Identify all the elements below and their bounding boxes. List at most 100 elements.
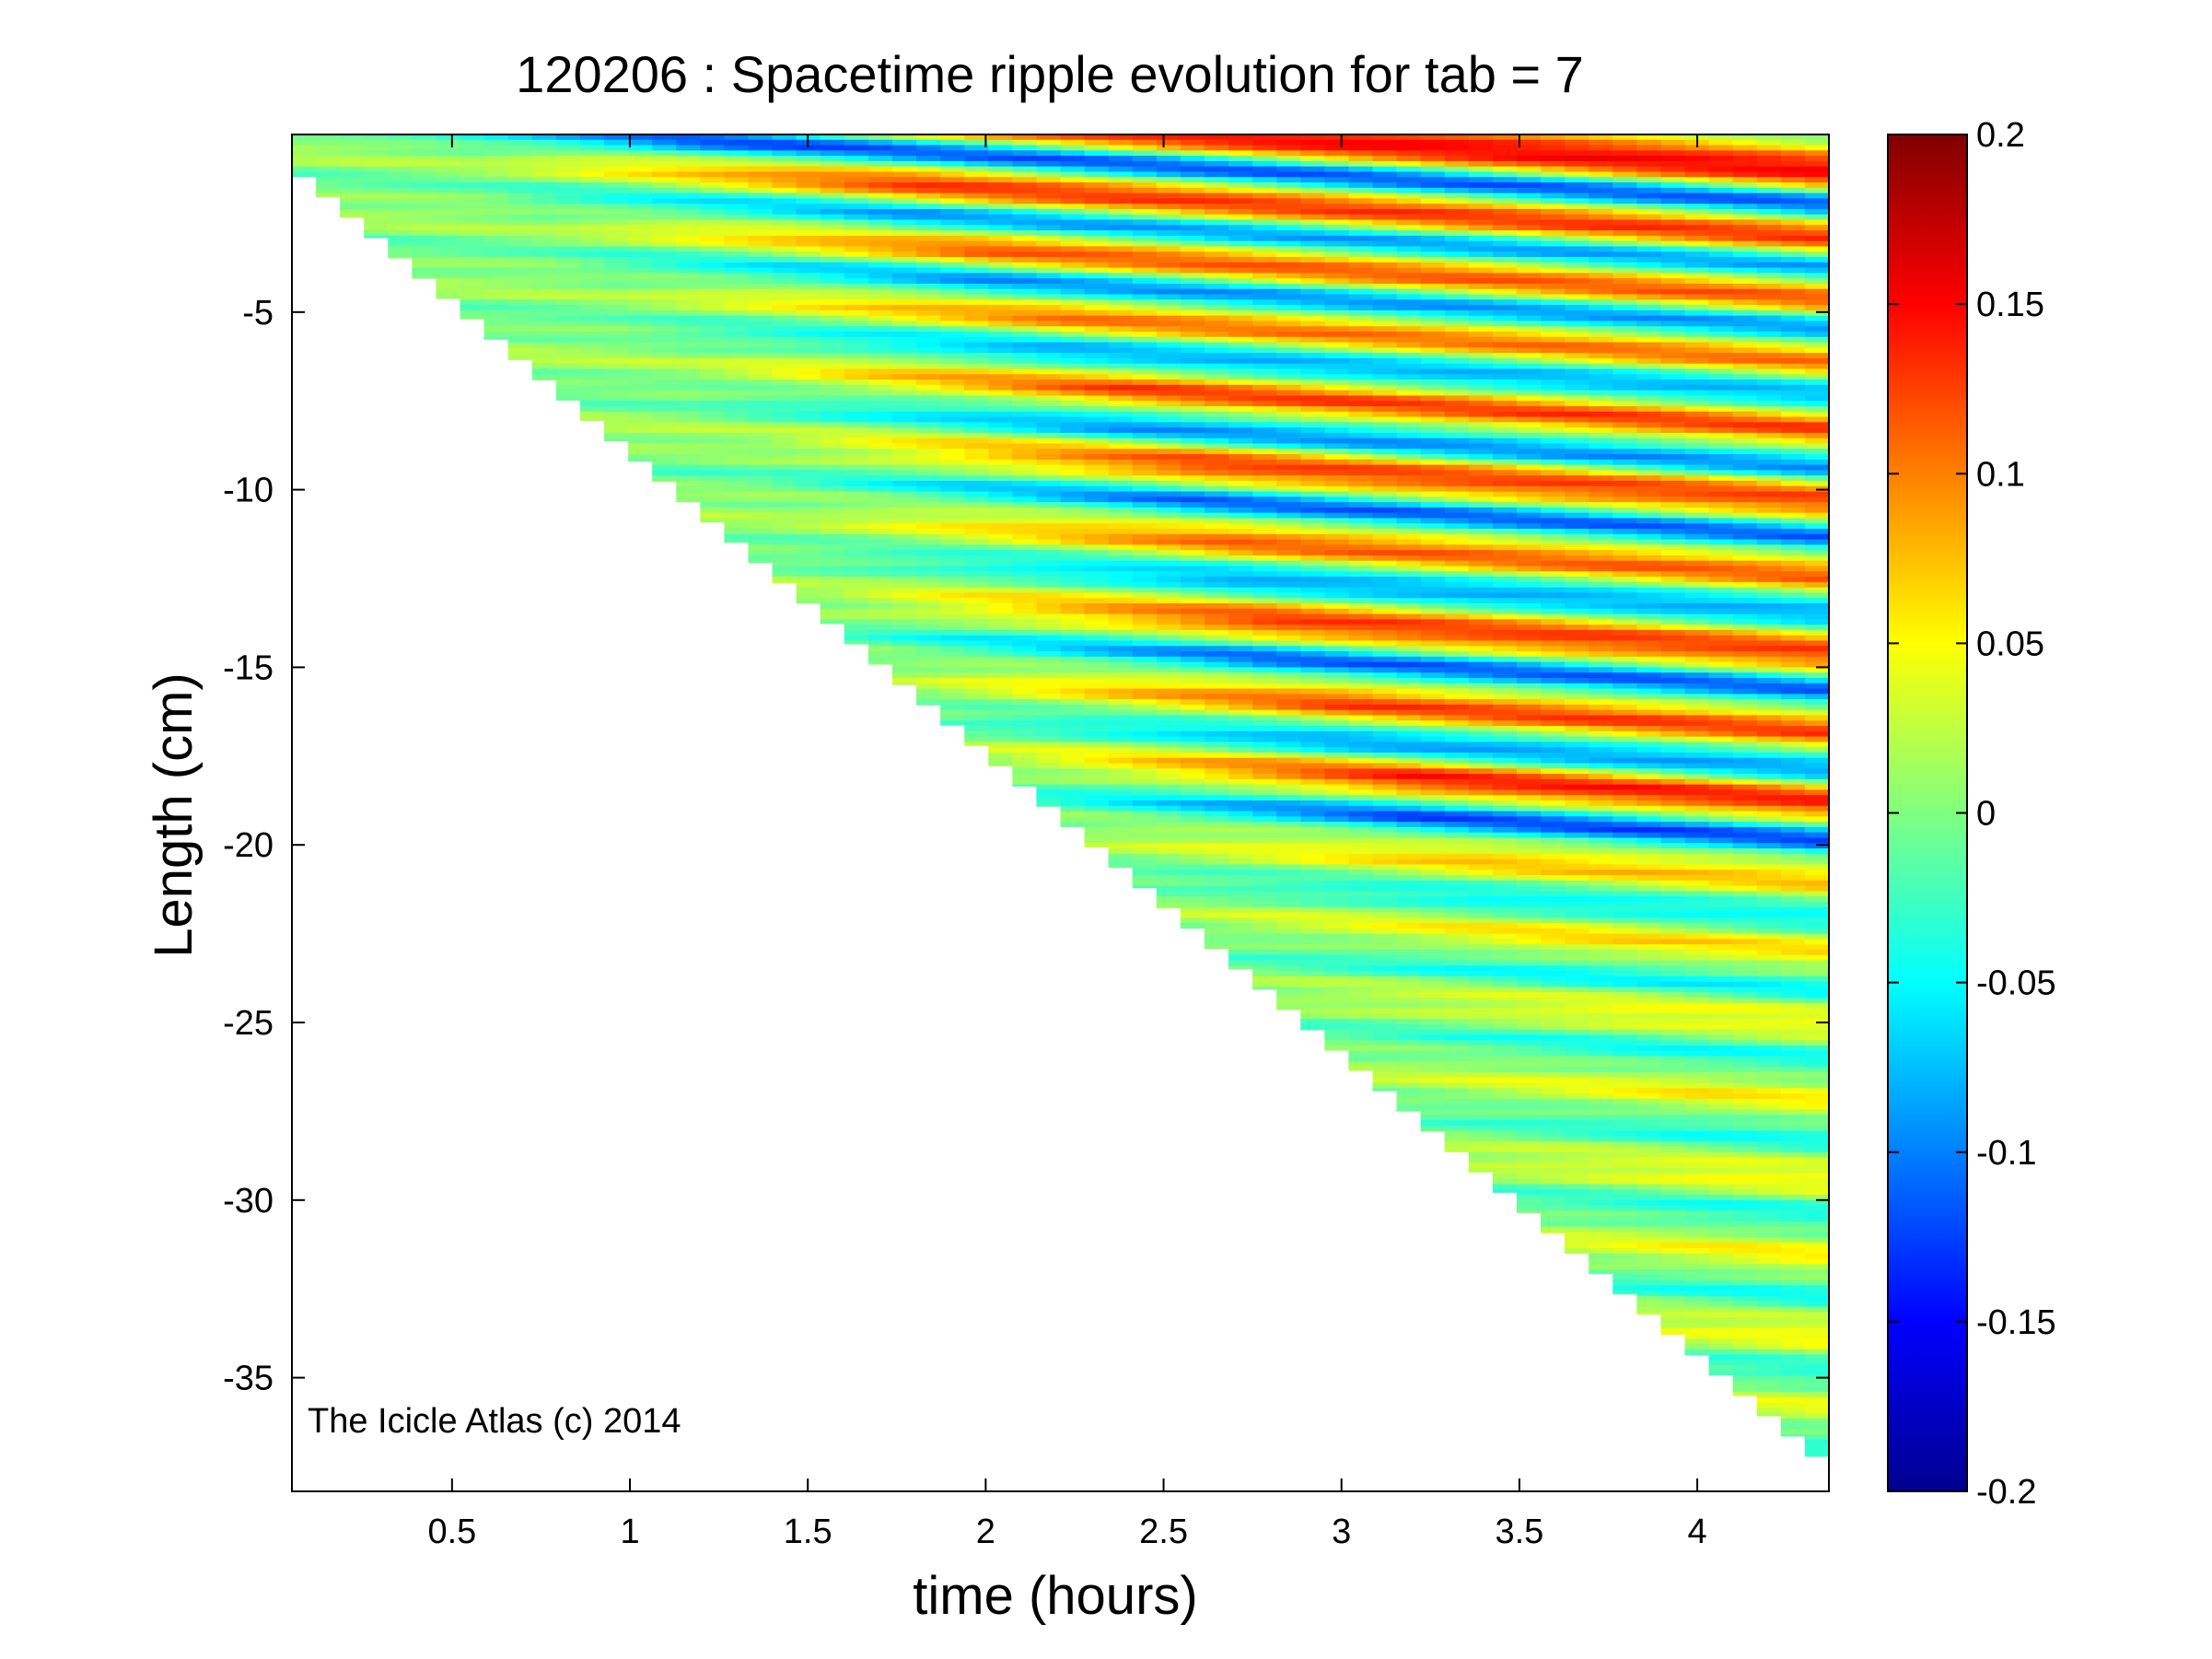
- heatmap-cell: [1060, 305, 1086, 311]
- heatmap-cell: [1252, 874, 1277, 882]
- heatmap-cell: [1108, 384, 1134, 391]
- heatmap-cell: [724, 230, 750, 237]
- heatmap-cell: [1300, 592, 1325, 599]
- heatmap-cell: [1420, 853, 1446, 860]
- heatmap-cell: [1396, 640, 1422, 647]
- heatmap-cell: [1300, 981, 1325, 988]
- heatmap-cell: [1036, 411, 1062, 418]
- heatmap-cell: [1276, 998, 1301, 1004]
- heatmap-cell: [1324, 778, 1350, 786]
- heatmap-cell: [1372, 342, 1398, 348]
- heatmap-cell: [1420, 608, 1446, 615]
- heatmap-cell: [531, 156, 557, 162]
- heatmap-cell: [1036, 566, 1062, 572]
- heatmap-cell: [1372, 736, 1398, 742]
- heatmap-cell: [1396, 651, 1422, 658]
- heatmap-cell: [867, 315, 893, 322]
- heatmap-cell: [1444, 443, 1470, 450]
- heatmap-cell: [604, 357, 629, 365]
- heatmap-cell: [531, 347, 557, 354]
- heatmap-cell: [1468, 560, 1494, 567]
- heatmap-cell: [916, 602, 941, 610]
- heatmap-cell: [700, 294, 726, 300]
- heatmap-cell: [891, 160, 917, 168]
- heatmap-cell: [1420, 672, 1446, 679]
- heatmap-cell: [1420, 757, 1446, 765]
- heatmap-cell: [1420, 598, 1446, 604]
- heatmap-cell: [1420, 896, 1446, 903]
- heatmap-cell: [891, 267, 917, 274]
- heatmap-cell: [1420, 315, 1446, 322]
- heatmap-cell: [1180, 651, 1205, 658]
- heatmap-cell: [1036, 438, 1062, 445]
- heatmap-cell: [1108, 629, 1134, 637]
- heatmap-cell: [507, 139, 533, 146]
- heatmap-cell: [460, 251, 485, 258]
- heatmap-cell: [772, 475, 797, 482]
- heatmap-cell: [1468, 326, 1494, 333]
- heatmap-cell: [988, 326, 1013, 333]
- heatmap-cell: [1324, 651, 1350, 658]
- heatmap-cell: [940, 512, 965, 520]
- heatmap-cell: [844, 182, 869, 189]
- heatmap-cell: [1468, 160, 1494, 168]
- heatmap-cell: [1060, 533, 1086, 541]
- heatmap-cell: [1372, 363, 1398, 370]
- heatmap-cell: [1084, 778, 1110, 786]
- heatmap-cell: [1300, 208, 1325, 216]
- heatmap-cell: [1348, 464, 1374, 471]
- heatmap-cell: [1324, 826, 1350, 834]
- heatmap-cell: [1396, 859, 1422, 866]
- heatmap-cell: [916, 145, 941, 151]
- heatmap-cell: [1012, 150, 1038, 157]
- heatmap-cell: [1084, 332, 1110, 338]
- heatmap-cell: [1348, 1023, 1374, 1031]
- heatmap-cell: [891, 480, 917, 487]
- heatmap-cell: [1324, 715, 1350, 721]
- heatmap-cell: [1300, 171, 1325, 178]
- heatmap-cell: [460, 310, 485, 317]
- heatmap-cell: [531, 134, 557, 141]
- heatmap-cell: [1228, 225, 1253, 231]
- heatmap-cell: [964, 709, 989, 717]
- heatmap-cell: [1204, 443, 1229, 450]
- heatmap-cell: [531, 278, 557, 285]
- heatmap-cell: [988, 240, 1013, 248]
- heatmap-cell: [772, 363, 797, 370]
- heatmap-cell: [1180, 699, 1205, 706]
- heatmap-cell: [483, 273, 509, 279]
- heatmap-cell: [1036, 529, 1062, 535]
- heatmap-cell: [940, 449, 965, 455]
- heatmap-cell: [1036, 368, 1062, 375]
- heatmap-cell: [364, 177, 389, 183]
- heatmap-cell: [988, 150, 1013, 157]
- heatmap-cell: [940, 709, 965, 717]
- heatmap-cell: [891, 470, 917, 476]
- heatmap-cell: [1180, 560, 1205, 567]
- heatmap-cell: [1444, 353, 1470, 359]
- heatmap-cell: [1372, 529, 1398, 535]
- heatmap-cell: [820, 550, 845, 556]
- heatmap-cell: [1372, 198, 1398, 204]
- heatmap-cell: [1372, 832, 1398, 839]
- heatmap-cell: [1396, 736, 1422, 742]
- heatmap-cell: [1180, 321, 1205, 327]
- heatmap-cell: [1300, 853, 1325, 860]
- heatmap-cell: [1396, 998, 1422, 1004]
- heatmap-cell: [1444, 656, 1470, 663]
- heatmap-cell: [1180, 598, 1205, 604]
- heatmap-cell: [1276, 667, 1301, 673]
- heatmap-cell: [916, 208, 941, 216]
- heatmap-cell: [1300, 374, 1325, 380]
- heatmap-cell: [1132, 374, 1158, 380]
- heatmap-cell: [988, 438, 1013, 445]
- heatmap-cell: [1300, 768, 1325, 775]
- heatmap-cell: [891, 353, 917, 359]
- heatmap-cell: [1228, 635, 1253, 642]
- heatmap-cell: [483, 332, 509, 338]
- heatmap-cell: [1300, 230, 1325, 237]
- heatmap-cell: [1372, 896, 1398, 903]
- heatmap-cell: [844, 208, 869, 216]
- heatmap-cell: [1444, 954, 1470, 962]
- heatmap-cell: [964, 736, 989, 742]
